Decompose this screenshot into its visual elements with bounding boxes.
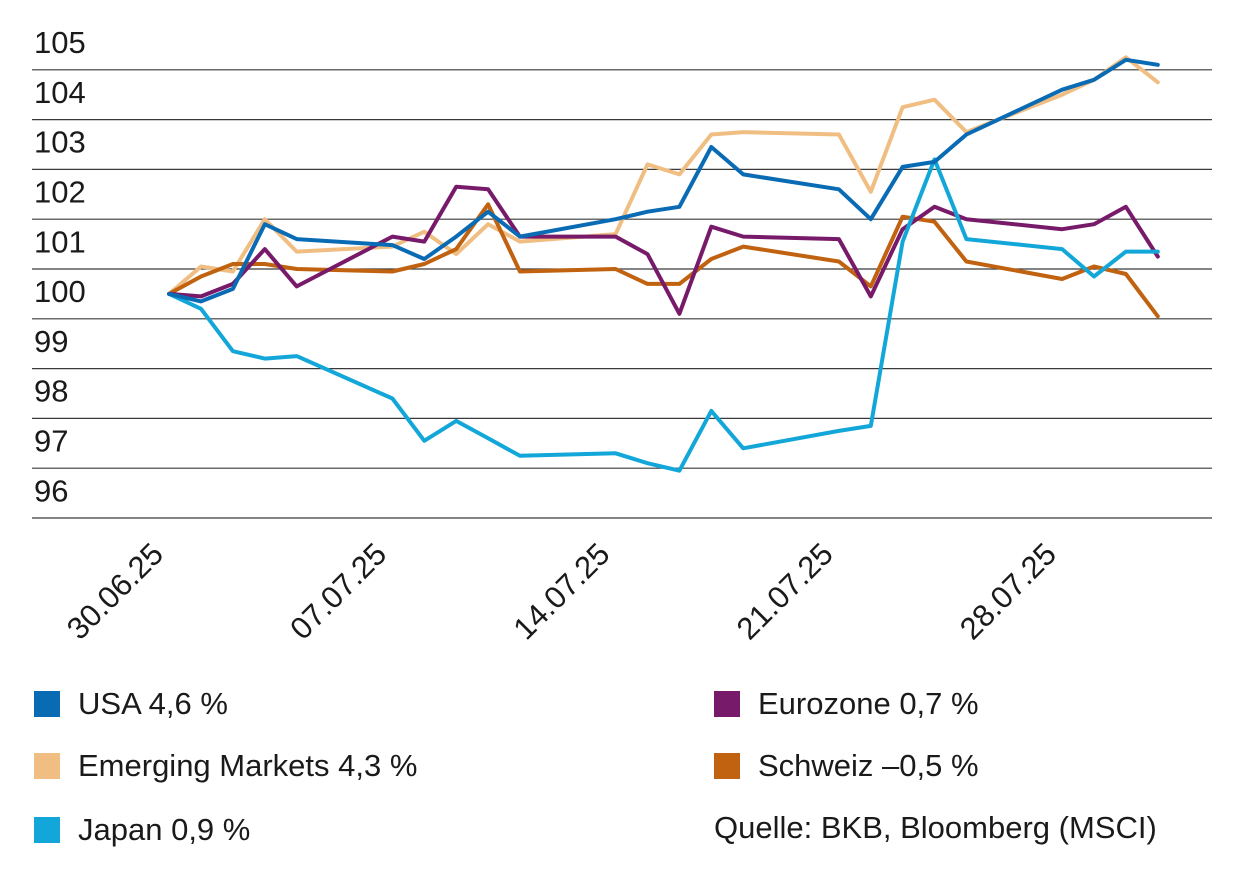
legend-swatch <box>34 691 60 717</box>
y-tick-label: 105 <box>34 25 86 60</box>
y-tick-label: 96 <box>34 473 68 508</box>
series-line <box>167 55 1160 296</box>
y-axis-ticks: 96 97 98 99 100 101 102 103 104 105 <box>34 25 86 508</box>
y-tick-label: 101 <box>34 224 86 259</box>
legend-swatch <box>714 753 740 779</box>
x-tick-label: 28.07.25 <box>953 536 1063 646</box>
x-tick-label: 21.07.25 <box>730 536 840 646</box>
legend-label: Eurozone 0,7 % <box>758 686 979 721</box>
x-tick-label: 07.07.25 <box>283 536 393 646</box>
series-line <box>167 184 1160 316</box>
legend-label: Schweiz –0,5 % <box>758 748 979 783</box>
legend-label: Emerging Markets 4,3 % <box>78 748 418 783</box>
source-note: Quelle: BKB, Bloomberg (MSCI) <box>714 810 1157 845</box>
y-tick-label: 99 <box>34 324 68 359</box>
x-tick-label: 30.06.25 <box>60 536 170 646</box>
series-line <box>167 202 1160 319</box>
y-tick-label: 103 <box>34 125 86 160</box>
y-tick-label: 97 <box>34 423 68 458</box>
series-line <box>167 57 1160 304</box>
legend-swatch <box>34 753 60 779</box>
line-chart: 96 97 98 99 100 101 102 103 104 105 30.06.25 07.07… <box>32 25 1212 646</box>
y-tick-label: 102 <box>34 174 86 209</box>
x-tick-label: 14.07.25 <box>506 536 616 646</box>
legend-label: Japan 0,9 % <box>78 812 251 847</box>
legend-item-japan: Japan 0,9 % <box>34 812 250 848</box>
series-lines <box>167 55 1160 473</box>
y-tick-label: 98 <box>34 374 68 409</box>
y-tick-label: 104 <box>34 75 86 110</box>
legend-swatch <box>34 817 60 843</box>
series-line <box>167 157 1160 473</box>
legend-item-emerging-markets: Emerging Markets 4,3 % <box>34 748 417 784</box>
legend-item-usa: USA 4,6 % <box>34 686 228 722</box>
legend-item-schweiz: Schweiz –0,5 % <box>714 748 979 784</box>
x-axis-ticks: 30.06.25 07.07.25 14.07.25 21.07.25 28.07.25 <box>60 536 1063 646</box>
legend-item-eurozone: Eurozone 0,7 % <box>714 686 979 722</box>
legend-label: USA 4,6 % <box>78 686 228 721</box>
y-tick-label: 100 <box>34 274 86 309</box>
legend-swatch <box>714 691 740 717</box>
